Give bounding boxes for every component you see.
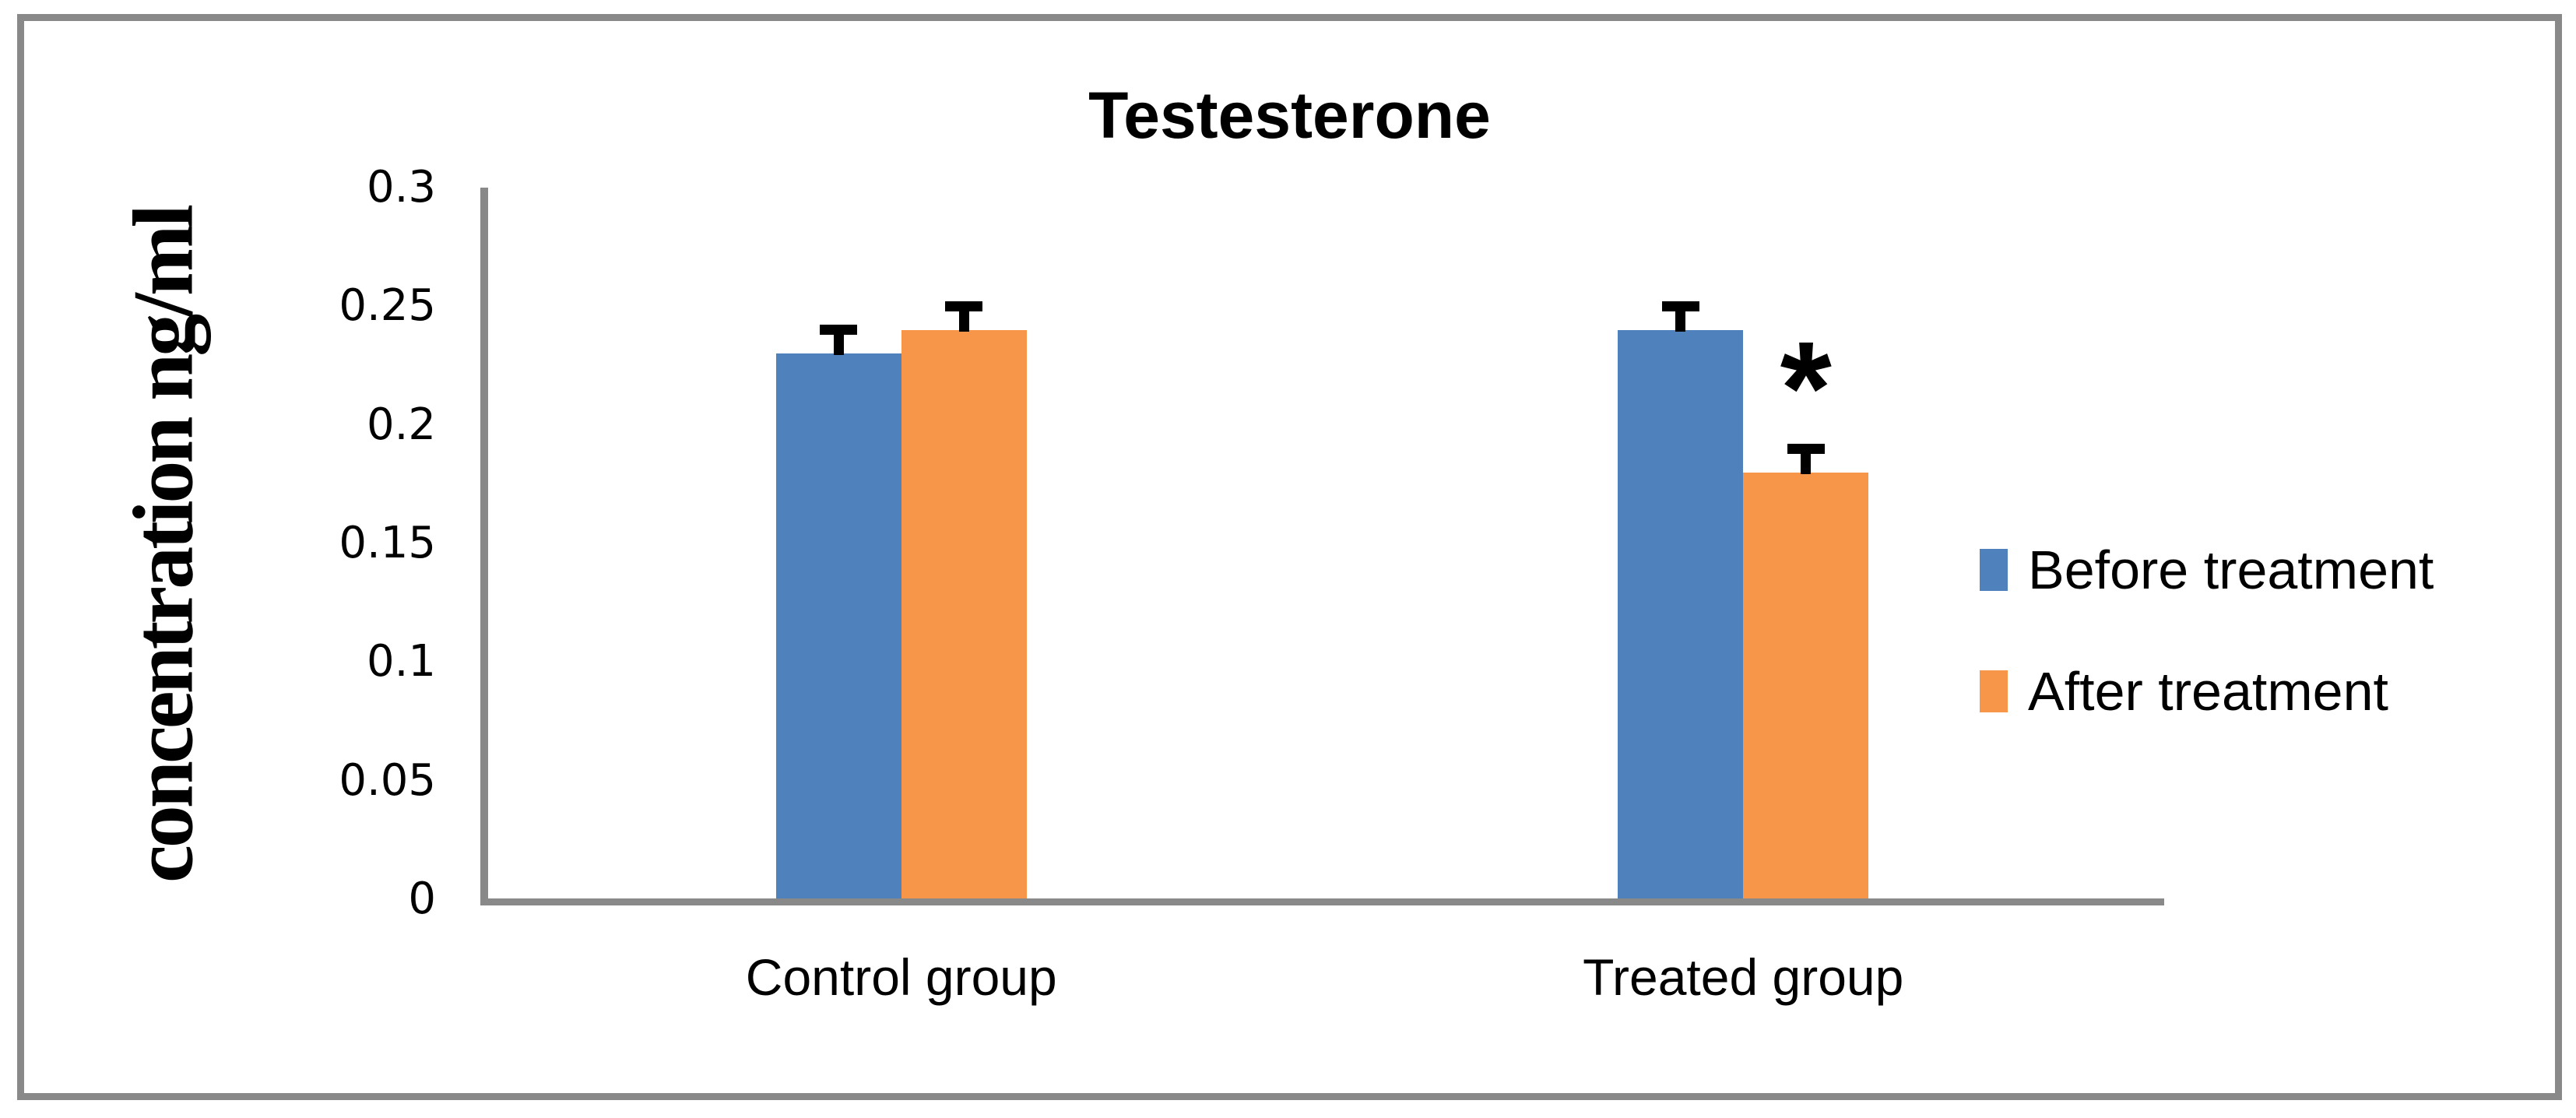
error-bar-cap-after-treatment-treated-group [1787, 443, 1825, 454]
legend-item-after-treatment: After treatment [1980, 659, 2388, 724]
x-category-label-treated-group: Treated group [1583, 948, 1904, 1006]
x-category-label-control-group: Control group [745, 948, 1057, 1006]
x-axis-line [480, 898, 2164, 905]
error-bar-cap-before-treatment-treated-group [1661, 301, 1699, 311]
chart-frame [17, 14, 2562, 1100]
error-bar-stem-before-treatment-treated-group [1675, 306, 1686, 332]
y-tick-label-0-25: 0.25 [339, 280, 436, 332]
legend-swatch-before-treatment [1980, 549, 2008, 591]
chart-title: Testesterone [1088, 79, 1491, 152]
significance-asterisk: * [1780, 315, 1832, 463]
bar-before-treatment-control-group [775, 353, 901, 898]
y-tick-label-0-05: 0.05 [339, 754, 436, 806]
legend-item-before-treatment: Before treatment [1980, 537, 2434, 603]
bar-before-treatment-treated-group [1618, 329, 1744, 898]
y-tick-label-0-2: 0.2 [366, 399, 436, 450]
bar-after-treatment-control-group [901, 329, 1027, 898]
y-tick-label-0-1: 0.1 [366, 636, 436, 687]
error-bar-stem-after-treatment-treated-group [1801, 448, 1812, 474]
y-tick-label-0-3: 0.3 [366, 162, 436, 213]
legend-label-after-treatment: After treatment [2028, 661, 2388, 722]
legend-swatch-after-treatment [1980, 670, 2008, 712]
error-bar-cap-after-treatment-control-group [945, 301, 983, 311]
error-bar-cap-before-treatment-control-group [820, 325, 858, 336]
error-bar-stem-before-treatment-control-group [833, 329, 844, 356]
bar-after-treatment-treated-group [1743, 472, 1869, 898]
y-axis-line [480, 188, 488, 905]
y-tick-label-0-15: 0.15 [339, 518, 436, 568]
error-bar-stem-after-treatment-control-group [958, 306, 969, 332]
y-tick-label-0: 0 [408, 874, 436, 924]
legend-label-before-treatment: Before treatment [2028, 540, 2434, 600]
